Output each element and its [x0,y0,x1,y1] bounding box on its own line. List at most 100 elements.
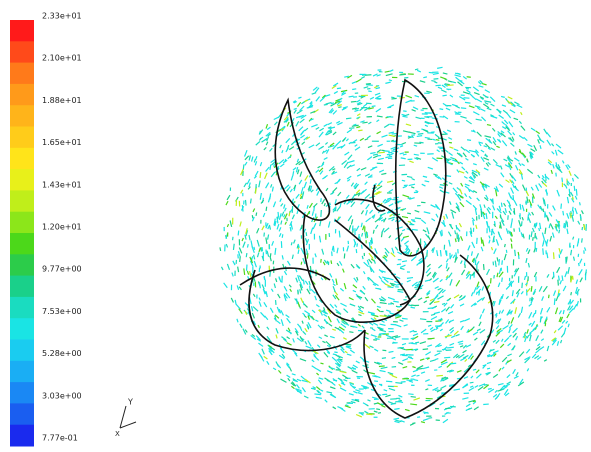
velocity-vector [540,223,541,229]
velocity-vector [324,352,328,357]
velocity-vector [406,95,412,97]
velocity-vector [347,179,350,181]
velocity-vector [410,307,415,308]
velocity-vector [550,236,551,241]
velocity-vector [372,329,375,331]
velocity-vector [408,394,413,395]
velocity-vector [497,257,498,261]
velocity-vector [552,152,554,155]
velocity-vector [256,141,260,145]
velocity-vector [319,337,322,339]
velocity-vector [353,290,356,291]
velocity-vector [487,108,492,110]
velocity-vector [580,216,581,219]
velocity-vector [512,290,513,296]
velocity-vector [237,319,238,322]
velocity-vector [326,188,328,191]
velocity-vector [280,198,282,201]
velocity-vector [298,97,301,98]
velocity-vector [493,159,497,163]
colorbar-label: 1.88e+01 [42,96,82,105]
velocity-vector [266,291,267,297]
velocity-vector [402,114,405,115]
velocity-vector [378,413,381,414]
velocity-vector [311,190,314,192]
velocity-vector [502,367,504,369]
velocity-vector [361,200,365,204]
velocity-vector [380,324,386,325]
velocity-vector [403,111,406,112]
velocity-vector [408,357,413,359]
velocity-vector [294,110,296,114]
velocity-vector [297,391,302,392]
velocity-vector [297,169,299,174]
velocity-vector [300,359,306,361]
velocity-vector [481,341,485,345]
velocity-vector [299,180,302,184]
velocity-vector [427,345,432,347]
velocity-vector [305,281,308,285]
velocity-vector [413,398,419,400]
velocity-vector [457,227,460,231]
velocity-vector [508,321,509,324]
velocity-vector [307,252,308,255]
velocity-vector [360,357,364,360]
velocity-vector [404,325,408,326]
velocity-vector [357,277,358,280]
velocity-vector [342,160,347,164]
velocity-vector [294,108,297,109]
velocity-vector [484,136,490,138]
velocity-vector [326,392,332,393]
velocity-vector [490,97,495,102]
velocity-vector [375,93,380,95]
velocity-vector [303,258,305,264]
velocity-vector [503,325,509,329]
colorbar-swatch [10,297,34,319]
velocity-vector [495,216,497,219]
velocity-vector [573,178,574,181]
velocity-vector [443,419,448,422]
velocity-vector [398,401,403,402]
velocity-vector [471,376,473,378]
velocity-vector [504,254,506,260]
velocity-vector [298,290,299,293]
velocity-vector [507,375,510,378]
velocity-vector [337,263,339,266]
velocity-vector [367,232,368,236]
velocity-vector [428,167,433,169]
velocity-vector [514,200,517,205]
velocity-vector [448,138,452,140]
velocity-vector [524,276,525,280]
velocity-vector [483,215,484,219]
velocity-vector [340,288,343,291]
velocity-vector [476,119,482,120]
velocity-vector [558,150,563,154]
velocity-vector [498,232,499,235]
velocity-vector [437,67,442,68]
velocity-vector [450,210,456,213]
velocity-vector [501,203,502,207]
velocity-vector [503,110,507,113]
velocity-vector [573,257,574,261]
velocity-vector [360,138,364,140]
velocity-vector [443,73,448,74]
velocity-vector [564,223,565,228]
velocity-vector [278,212,279,217]
velocity-vector [296,278,298,283]
velocity-vector [444,216,445,220]
velocity-vector [322,151,324,154]
velocity-vector [356,79,361,82]
velocity-vector [519,121,521,124]
velocity-vector [321,198,322,202]
triad-label-x: X [115,430,120,438]
velocity-vector [288,186,290,189]
velocity-vector [363,286,366,289]
velocity-vector [545,228,546,234]
velocity-vector [311,125,317,127]
velocity-vector [288,328,290,331]
velocity-vector [287,343,292,345]
velocity-vector [440,190,445,193]
velocity-vector [563,310,564,314]
velocity-vector [322,249,324,255]
velocity-vector [351,402,356,403]
